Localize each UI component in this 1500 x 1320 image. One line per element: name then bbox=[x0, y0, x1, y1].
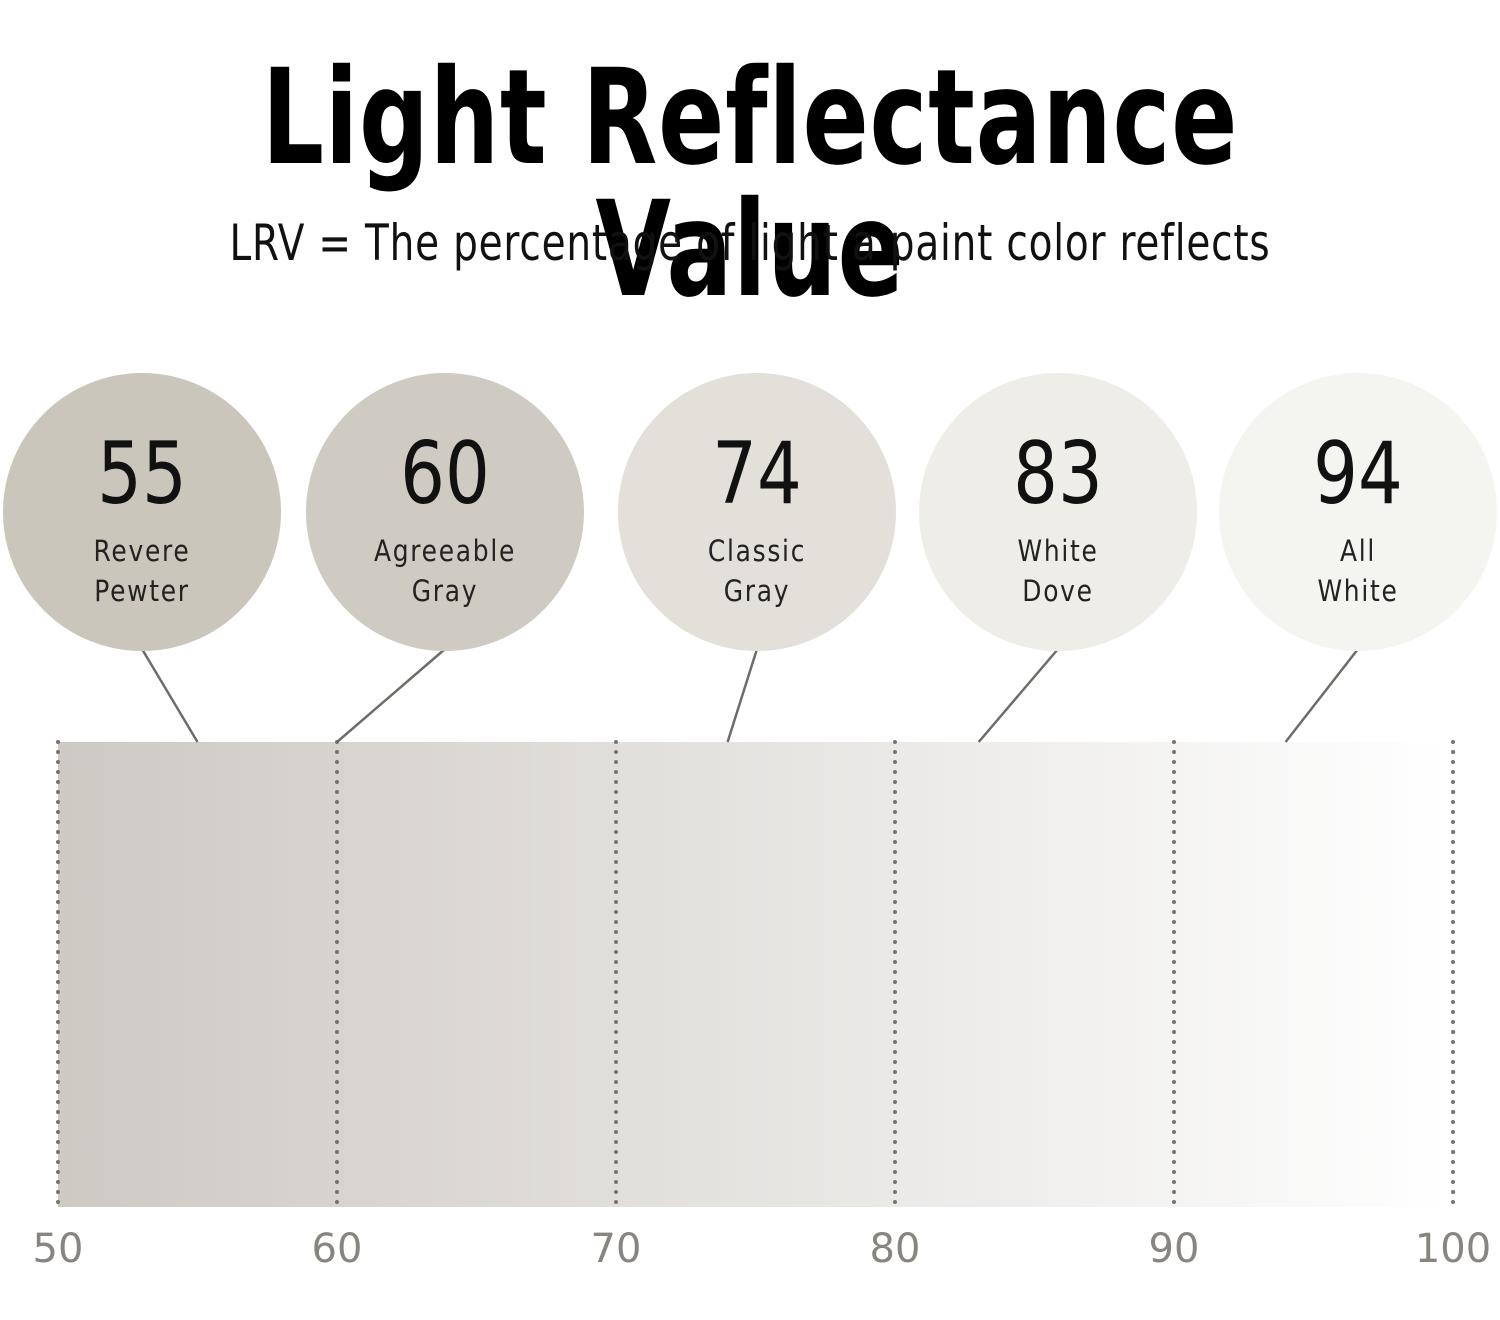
chart-subtitle: LRV = The percentage of light a paint co… bbox=[229, 214, 1271, 272]
color-name-line-60-1: Gray bbox=[412, 575, 478, 608]
tick-label-80: 80 bbox=[870, 1226, 921, 1272]
color-name-line-74-0: Classic bbox=[708, 535, 806, 568]
swatch-circle-60 bbox=[306, 373, 584, 651]
color-name-line-74-1: Gray bbox=[724, 575, 790, 608]
tick-label-50: 50 bbox=[33, 1226, 84, 1272]
connector-line-83 bbox=[977, 648, 1059, 743]
connector-line-94 bbox=[1284, 648, 1359, 743]
color-name-line-60-0: Agreeable bbox=[374, 535, 516, 568]
lrv-value-83: 83 bbox=[1013, 423, 1103, 524]
color-name-line-55-1: Pewter bbox=[94, 575, 190, 608]
swatch-circle-83 bbox=[919, 373, 1197, 651]
tick-label-60: 60 bbox=[312, 1226, 363, 1272]
swatch-circle-55 bbox=[3, 373, 281, 651]
lrv-scale-bar bbox=[58, 742, 1453, 1207]
swatch-circle-74 bbox=[618, 373, 896, 651]
connector-line-55 bbox=[140, 648, 199, 743]
tick-label-100: 100 bbox=[1415, 1226, 1491, 1272]
color-name-line-55-0: Revere bbox=[94, 535, 191, 568]
lrv-value-55: 55 bbox=[97, 423, 187, 524]
connector-line-74 bbox=[726, 648, 759, 743]
lrv-value-74: 74 bbox=[712, 423, 802, 524]
tick-label-90: 90 bbox=[1149, 1226, 1200, 1272]
lrv-value-60: 60 bbox=[400, 423, 490, 524]
swatch-circle-94 bbox=[1219, 373, 1497, 651]
color-name-line-94-1: White bbox=[1317, 575, 1398, 608]
tick-label-70: 70 bbox=[591, 1226, 642, 1272]
color-name-line-94-0: All bbox=[1340, 535, 1376, 568]
lrv-value-94: 94 bbox=[1313, 423, 1403, 524]
color-name-line-83-1: Dove bbox=[1022, 575, 1093, 608]
connector-line-60 bbox=[336, 648, 446, 743]
chart-title: Light Reflectance Value bbox=[261, 41, 1239, 327]
color-name-line-83-0: White bbox=[1017, 535, 1098, 568]
